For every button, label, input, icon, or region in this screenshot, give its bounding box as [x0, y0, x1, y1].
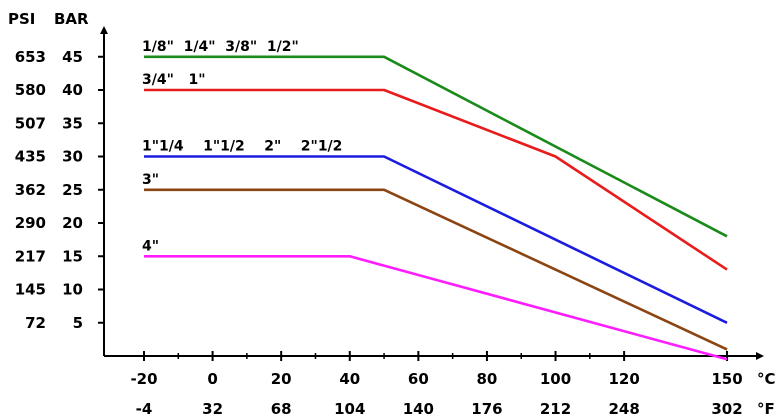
- x-tick-label-celsius: 150: [711, 370, 742, 388]
- y-tick-label-psi: 290: [15, 214, 46, 232]
- y-tick-label-psi: 145: [15, 281, 46, 299]
- series-line-4: [144, 254, 728, 361]
- series-line-2: [144, 155, 728, 324]
- y-axis-arrow: [100, 26, 108, 34]
- x-tick-label-fahrenheit: 140: [403, 400, 434, 414]
- x-tick-label-fahrenheit: -4: [136, 400, 153, 414]
- x-tick-label-celsius: 0: [207, 370, 217, 388]
- y-header-bar: BAR: [54, 10, 89, 28]
- series-label-0: 1/8" 1/4" 3/8" 1/2": [142, 39, 299, 55]
- series-labels: 1/8" 1/4" 3/8" 1/2" 3/4" 1" 1"1/4 1"1/2 2"…: [142, 39, 342, 255]
- y-tick-label-psi: 362: [15, 181, 46, 199]
- x-unit-celsius: °C: [757, 370, 776, 388]
- x-tick-label-fahrenheit: 248: [608, 400, 639, 414]
- series-label-1: 3/4" 1": [142, 72, 206, 88]
- y-tick-label-bar: 40: [62, 81, 83, 99]
- series-label-4: 4": [142, 238, 159, 254]
- y-tick-label-bar: 45: [62, 48, 83, 66]
- x-tick-label-celsius: 40: [339, 370, 360, 388]
- y-tick-label-bar: 35: [62, 114, 83, 132]
- series-line-3: [144, 188, 728, 351]
- y-tick-label-psi: 72: [25, 314, 46, 332]
- y-tick-label-psi: 435: [15, 148, 46, 166]
- y-tick-label-psi: 217: [15, 247, 46, 265]
- y-tick-label-psi: 653: [15, 48, 46, 66]
- y-tick-label-psi: 507: [15, 114, 46, 132]
- series-lines: [144, 55, 728, 361]
- x-ticks: -20 -4 0 32 20 68 40 104 60 140 80 176 100 212 120 248 1…: [130, 351, 743, 414]
- y-tick-label-bar: 25: [62, 181, 83, 199]
- x-tick-label-fahrenheit: 176: [471, 400, 502, 414]
- y-tick-label-bar: 15: [62, 247, 83, 265]
- x-tick-label-fahrenheit: 32: [202, 400, 223, 414]
- x-tick-label-fahrenheit: 68: [271, 400, 292, 414]
- series-label-2: 1"1/4 1"1/2 2" 2"1/2: [142, 139, 342, 155]
- x-tick-label-celsius: 100: [540, 370, 571, 388]
- x-tick-label-fahrenheit: 212: [540, 400, 571, 414]
- y-header-psi: PSI: [8, 10, 35, 28]
- y-tick-label-bar: 30: [62, 148, 83, 166]
- y-tick-label-bar: 10: [62, 281, 83, 299]
- x-tick-label-celsius: -20: [130, 370, 157, 388]
- x-tick-label-fahrenheit: 104: [334, 400, 365, 414]
- x-tick-label-celsius: 80: [477, 370, 498, 388]
- x-tick-label-celsius: 20: [271, 370, 292, 388]
- x-tick-label-fahrenheit: 302: [711, 400, 742, 414]
- y-tick-label-psi: 580: [15, 81, 46, 99]
- x-unit-fahrenheit: °F: [757, 400, 775, 414]
- series-line-0: [144, 55, 728, 238]
- x-axis-arrow: [756, 352, 764, 360]
- series-label-3: 3": [142, 172, 159, 188]
- x-tick-label-celsius: 120: [608, 370, 639, 388]
- y-tick-label-bar: 5: [73, 314, 83, 332]
- series-line-1: [144, 88, 728, 271]
- y-ticks: 72 5 145 10 217 15 290 20 362 25 435 30 507 35 580 40 65…: [15, 48, 104, 332]
- y-tick-label-bar: 20: [62, 214, 83, 232]
- x-tick-label-celsius: 60: [408, 370, 429, 388]
